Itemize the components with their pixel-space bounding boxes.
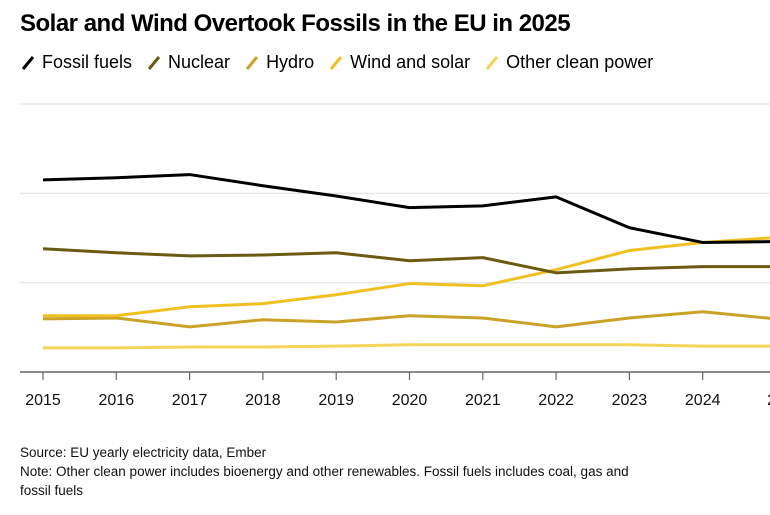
x-tick-label: 2023 bbox=[612, 392, 648, 409]
x-tick-label: 2019 bbox=[318, 392, 354, 409]
legend-item-hydro: Hydro bbox=[244, 52, 314, 73]
legend-swatch-hydro-icon bbox=[245, 55, 259, 70]
methodology-note: Note: Other clean power includes bioener… bbox=[20, 464, 629, 479]
series-line-other-clean-power bbox=[43, 343, 770, 350]
series-line-fossil-fuels bbox=[42, 173, 770, 244]
x-tick-label: 2021 bbox=[465, 392, 501, 409]
x-tick-label: 20 bbox=[767, 392, 770, 409]
methodology-note-continued: fossil fuels bbox=[20, 483, 84, 498]
legend-label: Nuclear bbox=[168, 52, 231, 72]
chart-footer: Source: EU yearly electricity data, Embe… bbox=[20, 443, 629, 500]
legend-item-other-clean: Other clean power bbox=[484, 52, 653, 73]
x-tick-label: 2017 bbox=[172, 392, 208, 409]
line-chart: 2015 2016 2017 2018 2019 2020 2021 2022 2023 2024… bbox=[20, 103, 770, 409]
x-tick-label: 2022 bbox=[538, 392, 574, 409]
series-line-wind-and-solar bbox=[43, 236, 770, 318]
legend-label: Other clean power bbox=[506, 52, 654, 72]
legend-label: Hydro bbox=[266, 52, 315, 72]
legend-label: Wind and solar bbox=[350, 52, 471, 72]
series-line-nuclear bbox=[42, 247, 770, 275]
x-tick-label: 2018 bbox=[245, 392, 281, 409]
legend-label: Fossil fuels bbox=[42, 52, 133, 72]
chart-title: Solar and Wind Overtook Fossils in the E… bbox=[20, 10, 571, 37]
source-note: Source: EU yearly electricity data, Embe… bbox=[20, 445, 267, 460]
legend: Fossil fuels Nuclear Hydro Wind and sola… bbox=[20, 52, 653, 73]
legend-swatch-nuclear-icon bbox=[147, 55, 161, 70]
legend-swatch-fossil-icon bbox=[21, 55, 35, 70]
legend-swatch-other-clean-icon bbox=[485, 55, 499, 70]
series-line-hydro bbox=[42, 310, 770, 329]
x-tick-label: 2024 bbox=[685, 392, 721, 409]
x-tick-label: 2015 bbox=[25, 392, 61, 409]
legend-item-nuclear: Nuclear bbox=[146, 52, 230, 73]
x-tick-label: 2020 bbox=[392, 392, 428, 409]
legend-item-wind-solar: Wind and solar bbox=[328, 52, 470, 73]
legend-swatch-wind-solar-icon bbox=[329, 55, 343, 70]
legend-item-fossil: Fossil fuels bbox=[20, 52, 132, 73]
x-tick-label: 2016 bbox=[99, 392, 135, 409]
